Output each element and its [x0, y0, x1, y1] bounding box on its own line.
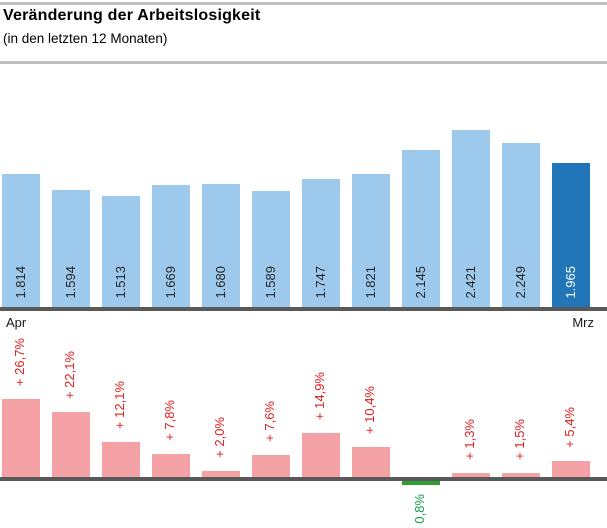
- unemployment-bar: 2.421: [452, 130, 490, 307]
- bar-value-label: 1.821: [362, 266, 378, 299]
- bar-value-label: 2.249: [512, 266, 528, 299]
- change-percent-label: + 12,1%: [112, 380, 127, 429]
- change-bar: [352, 447, 390, 477]
- change-percent-label: + 14,9%: [312, 371, 327, 420]
- change-bar: [552, 461, 590, 477]
- header-divider: [0, 61, 607, 64]
- change-bar: [402, 481, 440, 485]
- bar-value-label: 1.513: [112, 266, 128, 299]
- x-axis-line-bottom-chart: [0, 477, 607, 481]
- change-percent-label: + 7,8%: [162, 400, 177, 441]
- unemployment-bar: 1.814: [2, 174, 40, 307]
- change-bar: [502, 473, 540, 477]
- change-bar: [302, 433, 340, 477]
- bar-value-label: 1.669: [162, 266, 178, 299]
- bar-value-label: 2.421: [462, 266, 478, 299]
- change-percent-label: + 26,7%: [12, 337, 27, 386]
- change-bar: [2, 399, 40, 477]
- change-bar: [202, 471, 240, 477]
- bar-value-label: 1.589: [262, 266, 278, 299]
- bar-value-label: 1.814: [12, 266, 28, 299]
- x-axis-line-top-chart: [0, 307, 607, 311]
- unemployment-bar: 1.669: [152, 185, 190, 307]
- top-divider: [0, 2, 607, 5]
- change-bar: [452, 473, 490, 477]
- page-title: Veränderung der Arbeitslosigkeit: [3, 7, 261, 24]
- unemployment-bar: 1.747: [302, 179, 340, 307]
- change-percent-label: 0,8%: [412, 494, 427, 524]
- unemployment-bar: 1.821: [352, 174, 390, 307]
- unemployment-bar: 1.680: [202, 184, 240, 307]
- x-axis-tick-apr: Apr: [6, 315, 27, 330]
- change-bar: [252, 455, 290, 477]
- change-percent-label: + 7,6%: [262, 401, 277, 442]
- change-bar: [152, 454, 190, 477]
- change-percent-label: + 10,4%: [362, 385, 377, 434]
- page-subtitle: (in den letzten 12 Monaten): [3, 31, 168, 46]
- change-percent-label: + 5,4%: [562, 407, 577, 448]
- unemployment-bar: 2.145: [402, 150, 440, 307]
- bar-value-label: 1.747: [312, 266, 328, 299]
- unemployment-bar: 2.249: [502, 143, 540, 307]
- unemployment-bar: 1.965: [552, 163, 590, 307]
- change-bar: [52, 412, 90, 477]
- bar-value-label: 2.145: [412, 266, 428, 299]
- change-percent-label: + 1,3%: [462, 419, 477, 460]
- bar-value-label: 1.965: [562, 266, 578, 299]
- unemployment-bar: 1.589: [252, 191, 290, 307]
- change-percent-label: + 1,5%: [512, 419, 527, 460]
- change-percent-label: + 22,1%: [62, 350, 77, 399]
- change-bar: [102, 442, 140, 477]
- unemployment-bar: 1.594: [52, 190, 90, 307]
- bar-value-label: 1.680: [212, 266, 228, 299]
- x-axis-tick-mrz: Mrz: [572, 315, 594, 330]
- bar-value-label: 1.594: [62, 266, 78, 299]
- unemployment-bar: 1.513: [102, 196, 140, 307]
- change-percent-label: + 2,0%: [212, 417, 227, 458]
